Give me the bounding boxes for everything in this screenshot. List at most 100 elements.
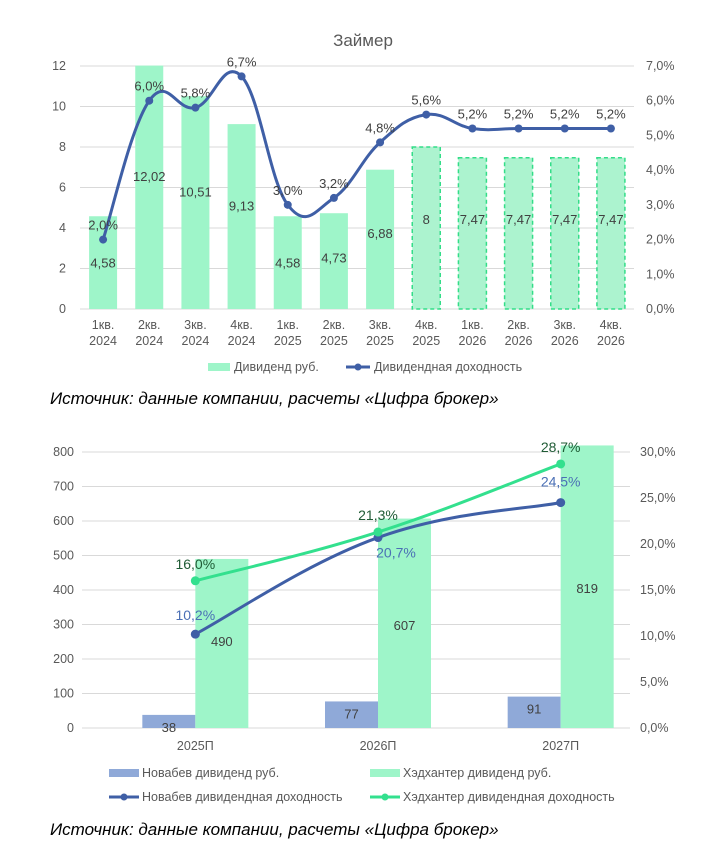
bar-value-label: 38 — [162, 720, 176, 735]
bar-dividend — [596, 156, 626, 310]
line-point — [373, 527, 383, 537]
x-tick-label: 2кв. 2024 — [135, 318, 163, 348]
bar-dividend — [319, 213, 348, 309]
line-value-label: 6,7% — [227, 54, 257, 69]
bar-dividend — [135, 65, 164, 309]
y2-tick-label: 5,0% — [640, 675, 669, 689]
line-value-label: 20,7% — [376, 545, 416, 561]
line-point — [191, 103, 200, 112]
bar-value-label: 10,51 — [179, 185, 212, 200]
bar-dividend — [411, 146, 441, 310]
source-note-1: Источник: данные компании, расчеты «Цифр… — [50, 389, 499, 408]
legend-label: Дивидендная доходность — [374, 360, 522, 374]
chart-title: Займер — [333, 31, 393, 50]
bar-value-label: 7,47 — [506, 212, 531, 227]
x-tick-label: 3кв. 2024 — [182, 318, 210, 348]
bar-headhunter-dividend — [560, 445, 614, 728]
legend-label: Новабев дивиденд руб. — [142, 766, 279, 780]
x-tick-label: 2кв. 2026 — [505, 318, 533, 348]
bar-value-label: 4,58 — [90, 256, 115, 271]
bar-value-label: 9,13 — [229, 198, 254, 213]
y2-tick-label: 0,0% — [640, 721, 669, 735]
bar-dividend — [550, 156, 580, 310]
bar-dividend — [366, 169, 395, 309]
bar-novabev-dividend — [507, 696, 561, 728]
bar-value-label: 7,47 — [460, 212, 485, 227]
y2-tick-label: 1,0% — [646, 267, 675, 281]
line-point — [283, 200, 292, 209]
y-tick-label: 4 — [59, 221, 66, 235]
line-value-label: 21,3% — [358, 507, 398, 523]
x-tick-label: 2026П — [360, 739, 397, 753]
line-point — [145, 96, 154, 105]
y-tick-label: 0 — [59, 302, 66, 316]
legend-swatch-marker — [120, 793, 128, 801]
y-tick-label: 600 — [53, 514, 74, 528]
y2-tick-label: 0,0% — [646, 302, 675, 316]
legend-swatch-bar — [109, 769, 139, 777]
y2-tick-label: 4,0% — [646, 163, 675, 177]
bar-value-label: 8 — [423, 212, 430, 227]
x-tick-label: 3кв. 2026 — [551, 318, 579, 348]
y-tick-label: 2 — [59, 262, 66, 276]
line-value-label: 5,2% — [596, 106, 626, 121]
y-tick-label: 0 — [67, 721, 74, 735]
line-value-label: 3,2% — [319, 176, 349, 191]
x-tick-label: 2027П — [542, 739, 579, 753]
y2-tick-label: 30,0% — [640, 445, 675, 459]
y-tick-label: 500 — [53, 549, 74, 563]
line-value-label: 3,0% — [273, 183, 303, 198]
bar-headhunter-dividend — [195, 558, 249, 728]
line-dividend-yield — [101, 70, 611, 241]
line-value-label: 10,2% — [175, 607, 215, 623]
bar-novabev-dividend — [142, 714, 196, 728]
bar-value-label: 490 — [211, 634, 233, 649]
y-tick-label: 12 — [52, 59, 66, 73]
bar-dividend — [227, 124, 256, 310]
x-tick-label: 3кв. 2025 — [366, 318, 394, 348]
bar-value-label: 6,88 — [367, 226, 392, 241]
bar-value-label: 77 — [344, 706, 358, 721]
bar-value-label: 7,47 — [552, 212, 577, 227]
bar-value-label: 4,58 — [275, 256, 300, 271]
line-value-label: 5,6% — [411, 93, 441, 108]
x-tick-label: 1кв. 2024 — [89, 318, 117, 348]
legend-label: Хэдхантер дивиденд руб. — [403, 766, 551, 780]
y2-tick-label: 3,0% — [646, 198, 675, 212]
legend-swatch-marker — [381, 793, 389, 801]
line-point — [556, 498, 566, 508]
bar-dividend — [457, 156, 488, 310]
y-tick-label: 10 — [52, 100, 66, 114]
bar-dividend — [181, 96, 210, 309]
y-tick-label: 700 — [53, 480, 74, 494]
x-tick-label: 1кв. 2025 — [274, 318, 302, 348]
y-tick-label: 800 — [53, 445, 74, 459]
line-value-label: 24,5% — [541, 474, 581, 490]
bar-value-label: 819 — [576, 581, 598, 596]
y2-tick-label: 10,0% — [640, 629, 675, 643]
bar-dividend — [89, 216, 118, 309]
line-point — [514, 124, 523, 133]
bar-value-label: 91 — [527, 702, 541, 717]
x-tick-label: 2кв. 2025 — [320, 318, 348, 348]
y-tick-label: 8 — [59, 140, 66, 154]
line-value-label: 6,0% — [134, 79, 164, 94]
line-point — [376, 138, 385, 147]
y2-tick-label: 6,0% — [646, 94, 675, 108]
bar-novabev-dividend — [325, 701, 378, 728]
y-tick-label: 200 — [53, 652, 74, 666]
line-value-label: 5,2% — [550, 106, 580, 121]
y-tick-label: 300 — [53, 618, 74, 632]
bar-value-label: 7,47 — [598, 212, 623, 227]
x-tick-label: 4кв. 2026 — [597, 318, 625, 348]
line-point — [560, 124, 569, 133]
x-tick-label: 1кв. 2026 — [459, 318, 487, 348]
line-point — [468, 124, 477, 133]
legend-label: Хэдхантер дивидендная доходность — [403, 790, 615, 804]
line-value-label: 5,8% — [181, 86, 211, 101]
line-value-label: 4,8% — [365, 120, 395, 135]
line-value-label: 5,2% — [504, 106, 534, 121]
x-tick-label: 4кв. 2024 — [228, 318, 256, 348]
x-tick-label: 2025П — [177, 739, 214, 753]
